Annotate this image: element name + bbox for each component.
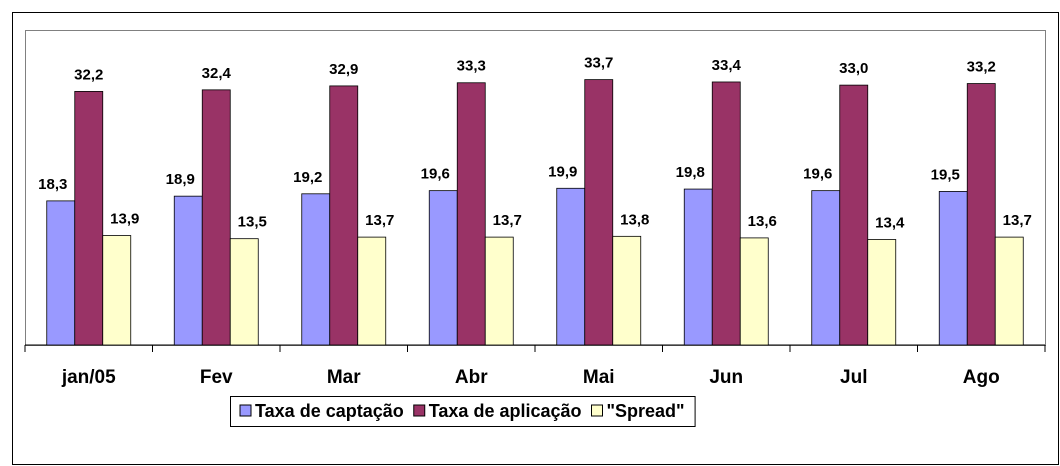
bar: [456, 82, 486, 346]
value-label: 33,2: [967, 59, 996, 76]
bar: [711, 81, 741, 346]
value-label: 13,7: [493, 212, 522, 229]
value-label: 13,7: [1003, 212, 1032, 229]
value-label: 18,3: [38, 176, 67, 193]
legend-box: [230, 396, 696, 427]
x-tick-label: Jul: [840, 367, 867, 388]
x-tick-label: Mai: [583, 367, 615, 388]
value-label: 13,4: [875, 214, 905, 231]
legend: Taxa de captação Taxa de aplicação "Spread…: [230, 396, 696, 427]
legend-label: "Spread": [607, 401, 685, 421]
bar: [966, 83, 996, 346]
bar: [484, 236, 514, 346]
bar: [612, 235, 642, 346]
x-tick-label: Abr: [455, 367, 488, 388]
legend-swatch: [591, 404, 603, 417]
x-tick-label: jan/05: [61, 367, 116, 388]
value-label: 19,8: [676, 164, 705, 181]
value-label: 19,6: [803, 166, 832, 183]
value-label: 13,6: [748, 213, 777, 230]
value-label: 13,7: [365, 212, 394, 229]
legend-label: Taxa de aplicação: [429, 401, 582, 421]
bar: [329, 85, 359, 346]
bar: [201, 89, 231, 346]
bar: [839, 84, 869, 346]
value-label: 19,6: [421, 166, 450, 183]
value-label: 33,7: [584, 55, 613, 72]
bar: [102, 235, 132, 346]
value-label: 19,9: [548, 163, 577, 180]
value-label: 32,2: [74, 66, 103, 83]
value-label: 33,4: [712, 57, 742, 74]
bar: [428, 190, 458, 346]
legend-swatch: [239, 404, 252, 417]
value-label: 13,9: [110, 211, 139, 228]
bar: [867, 239, 897, 346]
legend-swatch: [413, 404, 426, 417]
bar: [173, 195, 203, 346]
bar: [46, 200, 76, 346]
bar: [739, 237, 769, 346]
value-label: 18,9: [166, 171, 195, 188]
bar: [301, 193, 331, 346]
value-label: 19,5: [931, 166, 960, 183]
value-label: 13,8: [620, 211, 649, 228]
bar: [74, 91, 104, 346]
value-label: 33,0: [839, 60, 868, 77]
bar: [229, 238, 259, 346]
bar: [938, 191, 968, 346]
bar: [556, 187, 586, 346]
bar: [357, 236, 387, 346]
value-label: 32,4: [202, 65, 232, 82]
value-label: 32,9: [329, 61, 358, 78]
value-label: 19,2: [293, 169, 322, 186]
x-tick-label: Fev: [200, 367, 233, 388]
bar: [584, 79, 614, 346]
x-tick-label: Mar: [327, 367, 361, 388]
bar: [994, 236, 1024, 346]
value-label: 33,3: [457, 58, 486, 75]
bar: [811, 190, 841, 346]
x-tick-label: Ago: [963, 367, 1000, 388]
x-tick-label: Jun: [709, 367, 743, 388]
value-label: 13,5: [238, 214, 267, 231]
legend-label: Taxa de captação: [255, 401, 404, 421]
bar: [683, 188, 713, 346]
